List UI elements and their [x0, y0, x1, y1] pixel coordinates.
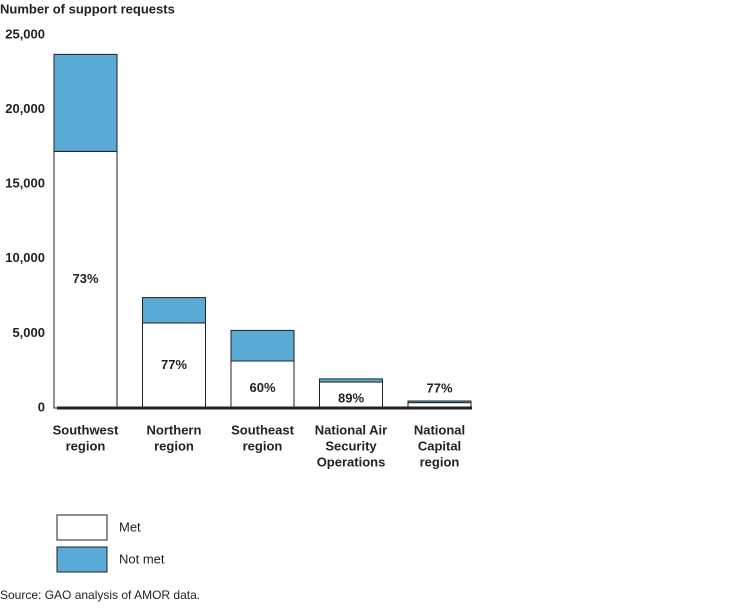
x-tick-label: region: [154, 438, 194, 453]
bar-segment: [319, 381, 383, 409]
legend-swatch: [56, 514, 108, 541]
x-tick-label: Security: [325, 438, 377, 453]
legend-label: Met: [119, 519, 141, 534]
x-tick-label: National Air: [315, 422, 387, 437]
x-tick-label: Southeast: [231, 422, 295, 437]
y-tick-label: 5,000: [12, 325, 45, 340]
percent-label: 77%: [161, 357, 187, 372]
percent-label: 77%: [426, 380, 452, 395]
bar-segment: [53, 150, 118, 409]
y-tick-label: 15,000: [5, 176, 45, 191]
percent-label: 89%: [338, 390, 364, 405]
bar-segment: [142, 322, 206, 409]
source: Source: GAO analysis of AMOR data.: [0, 588, 200, 602]
x-tick-label: Northern: [147, 422, 202, 437]
y-axis-label: Number of support requests: [0, 1, 175, 16]
percent-label: 60%: [249, 380, 275, 395]
y-tick-label: 0: [38, 399, 45, 414]
x-tick-label: region: [66, 438, 106, 453]
bar-segment: [142, 297, 206, 324]
y-tick-label: 10,000: [5, 250, 45, 265]
legend-label: Not met: [119, 551, 165, 566]
x-tick-label: National: [414, 422, 465, 437]
y-tick-label: 20,000: [5, 101, 45, 116]
y-tick-label: 25,000: [5, 26, 45, 41]
percent-label: 73%: [72, 271, 98, 286]
x-tick-label: Southwest: [53, 422, 119, 437]
x-tick-label: Capital: [418, 438, 461, 453]
bar-segment: [407, 400, 472, 404]
x-tick-label: region: [420, 454, 460, 469]
x-tick-label: region: [243, 438, 283, 453]
x-tick-label: Operations: [317, 454, 386, 469]
bar-segment: [230, 329, 295, 362]
bar-segment: [319, 378, 383, 383]
legend-swatch: [56, 546, 108, 573]
bar-segment: [53, 53, 118, 152]
